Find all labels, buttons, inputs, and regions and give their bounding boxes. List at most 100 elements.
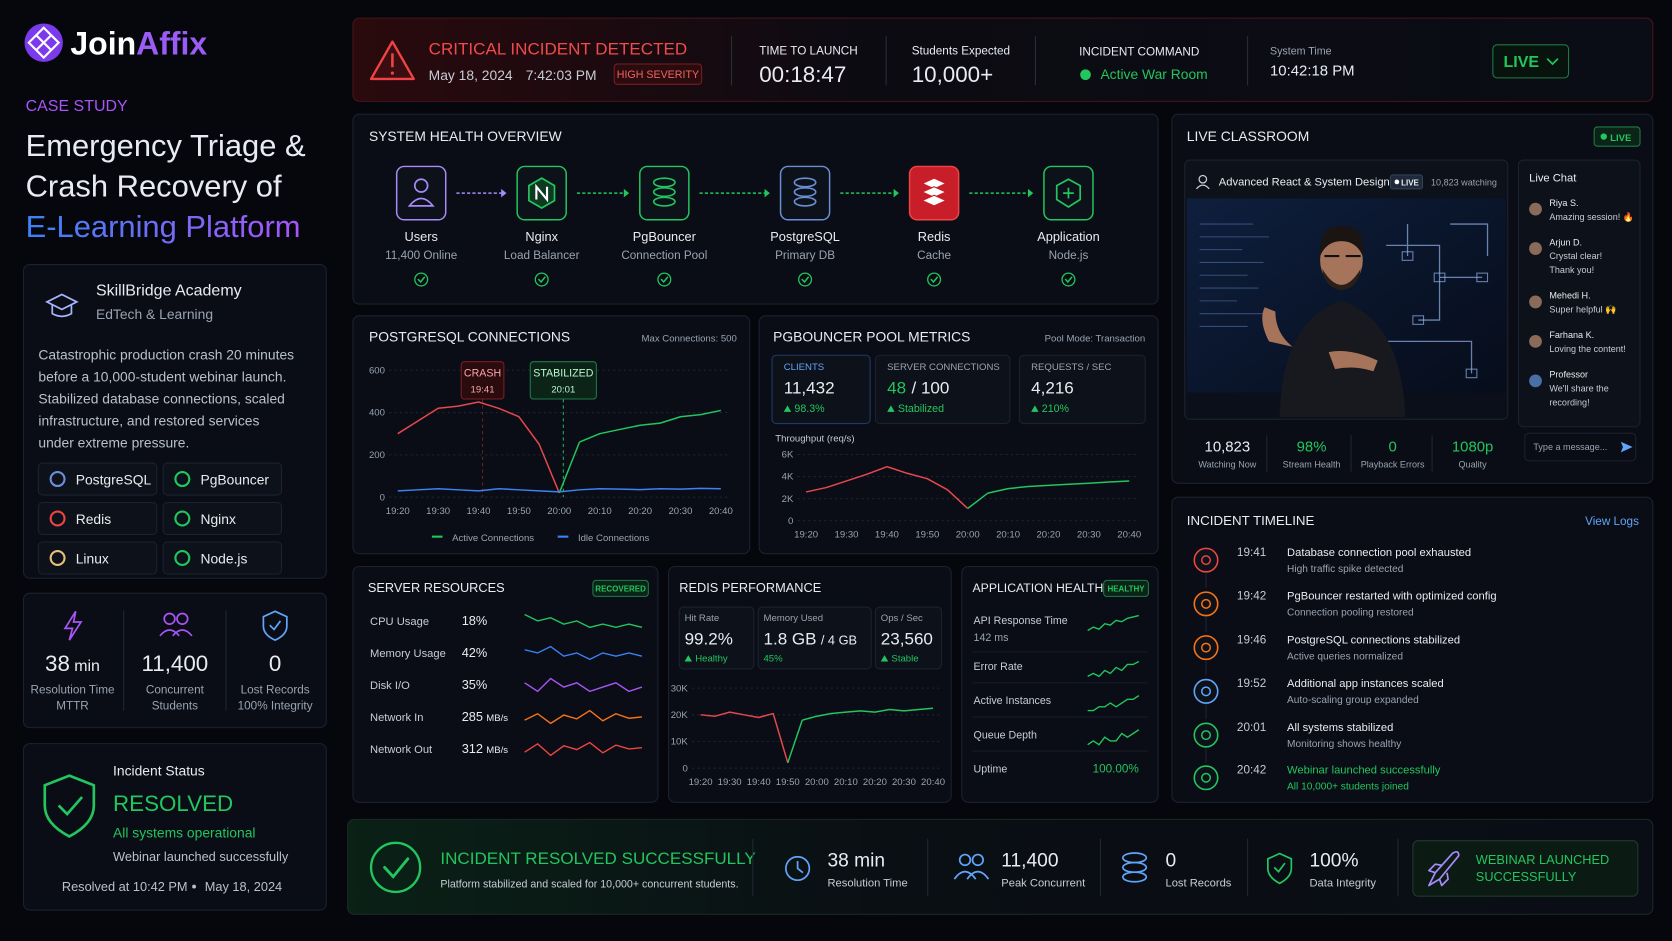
x-tick-label: 19:20 [689,777,713,788]
tech-chip [162,462,283,496]
presenter-hand [1262,307,1293,347]
chat-text: Amazing session! 🔥 [1549,211,1634,222]
card-value: 11,432 [784,379,835,398]
live-button-text[interactable]: LIVE [1504,54,1540,71]
chart-title: Throughput (req/s) [775,434,854,445]
command-value: Active War Room [1100,66,1207,82]
check-mark [538,276,546,284]
org-name: SkillBridge Academy [96,283,242,300]
live-button[interactable] [1492,44,1570,79]
node-sub: Load Balancer [504,249,580,262]
health-label: Active Instances [974,695,1052,707]
panel-note: Pool Mode: Transaction [1045,333,1146,344]
chat-name: Farhana K. [1549,330,1594,340]
event-detail: Active queries normalized [1287,651,1403,662]
chat-text: Thank you! [1549,265,1594,275]
stat-value: 38 min [45,651,100,676]
footer-metric-label: Lost Records [1165,878,1231,890]
tech-name: PgBouncer [200,471,269,487]
board-node [1401,251,1414,261]
stat-value: 11,400 [141,651,208,676]
label-part: Affix [136,25,207,61]
tech-chip [37,462,158,496]
node-label: PostgreSQL [770,229,840,244]
avatar [1529,335,1542,348]
tech-icon [49,549,66,566]
icon [269,620,282,631]
resource-value: 42% [462,645,488,660]
page-title: Emergency Triage & [26,128,306,163]
presenter-hand [1328,351,1378,372]
x-tick-label: 20:40 [1117,530,1141,541]
check-mark [930,276,939,284]
view-logs-link[interactable]: View Logs [1585,515,1639,528]
check-icon [927,272,942,287]
badge-text: HEALTHY [1107,585,1145,594]
card-label: Ops / Sec [881,613,923,624]
shield-check [57,796,84,816]
classroom-stat-label: Playback Errors [1361,459,1425,469]
x-tick-label: 20:30 [892,777,916,788]
org-sector: EdTech & Learning [96,306,213,322]
resource-value: 35% [462,677,488,692]
brand: JoinAffix [70,25,207,61]
connector-arrow [623,188,630,198]
presenter-head [1320,233,1363,287]
footer-metric-label: Resolution Time [827,878,907,890]
chat-panel [1517,159,1641,428]
tech-chip [162,501,283,536]
status-resolved: Resolved at 10:42 PM [62,879,188,894]
label-part: min [74,658,100,675]
description: under extreme pressure. [38,434,189,450]
chat-text: Crystal clear! [1549,251,1602,261]
line-series [987,480,1130,494]
check-icon [657,272,672,287]
y-tick-label: 0 [380,492,385,503]
icon [958,853,972,867]
event-time: 20:01 [1237,721,1266,734]
icon [921,186,948,198]
header-metric-label: Students Expected [912,44,1010,57]
y-tick-label: 20K [671,710,689,721]
icon [163,612,176,625]
x-tick-label: 20:00 [956,530,980,541]
banner-text: WEBINAR LAUNCHED [1476,852,1609,867]
sparkline [1087,660,1140,678]
x-tick-label: 20:20 [1036,530,1060,541]
tech-chip [162,541,283,575]
presenter-hair [1319,226,1364,257]
x-tick-label: 20:00 [805,777,829,788]
check-icon [414,272,429,287]
timeline-glyph [1201,730,1212,741]
chat-placeholder[interactable]: Type a message... [1533,442,1607,452]
board-diagram [1386,223,1489,374]
icon [652,177,676,188]
line-series [802,707,934,721]
chat-input[interactable] [1524,432,1637,462]
eyebrow: CASE STUDY [26,98,128,115]
icon [1195,184,1210,190]
classroom-stat-value: 10,823 [1205,438,1251,455]
metric-card [757,606,872,670]
stat-label: Resolution Time [31,683,115,696]
up-arrow [684,655,693,662]
footer-metric-value: 38 min [827,850,885,871]
chat-text: recording! [1549,397,1589,407]
y-tick-label: 600 [369,365,385,376]
panel [22,264,327,579]
alert-icon [390,71,395,75]
x-tick-label: 19:50 [507,506,531,517]
resolution-bar [347,818,1654,915]
metric-card [874,606,943,670]
description: infrastructure, and restored services [38,412,259,428]
rocket-icon [1428,850,1460,887]
panel [1171,496,1654,803]
card-value: 4,216 [1031,379,1074,398]
card-label: CLIENTS [784,362,824,373]
annotation-box [529,361,597,400]
timeline-glyph [1201,642,1212,653]
panel-title: LIVE CLASSROOM [1187,128,1309,144]
card-sub: Stable [891,653,918,664]
status-note: Webinar launched successfully [113,849,289,864]
resource-label: CPU Usage [370,616,429,628]
